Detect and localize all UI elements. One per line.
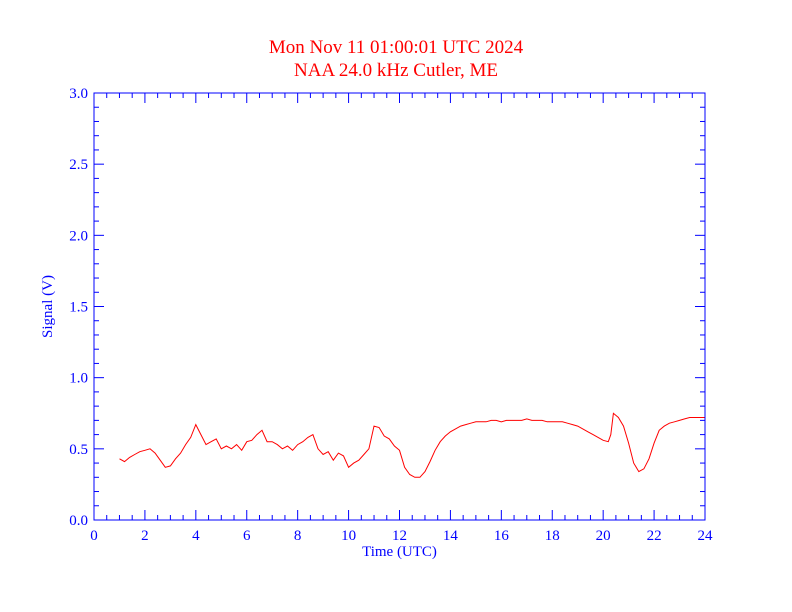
x-tick-label: 0 [90, 528, 98, 544]
y-tick-label: 1.5 [69, 300, 88, 316]
axis-ticks [93, 92, 706, 521]
x-tick-label: 12 [392, 528, 407, 544]
x-tick-label: 2 [141, 528, 149, 544]
x-tick-label: 4 [192, 528, 200, 544]
y-tick-label: 0.5 [69, 442, 88, 458]
x-tick-label: 20 [596, 528, 611, 544]
y-tick-label: 1.0 [69, 371, 88, 387]
chart-title: Mon Nov 11 01:00:01 UTC 2024 [268, 37, 524, 58]
x-tick-label: 16 [494, 528, 510, 544]
x-tick-label: 18 [545, 528, 560, 544]
x-tick-label: 24 [698, 528, 714, 544]
x-tick-label: 8 [294, 528, 302, 544]
signal-series-line [119, 412, 705, 478]
x-axis-label: Time (UTC) [362, 544, 437, 560]
plot-frame [93, 92, 706, 521]
y-tick-label: 2.0 [69, 228, 88, 244]
x-tick-label: 14 [443, 528, 459, 544]
x-tick-label: 6 [243, 528, 251, 544]
axis-tick-labels: 0 2 4 6 8 10 12 14 16 18 20 22 240.00.51.01.52.02.53… [69, 86, 713, 544]
x-tick-label: 22 [647, 528, 662, 544]
y-tick-label: 3.0 [69, 86, 88, 102]
y-tick-label: 0.0 [69, 513, 88, 529]
chart-subtitle: NAA 24.0 kHz Cutler, ME [294, 60, 498, 81]
y-tick-label: 2.5 [69, 157, 88, 173]
y-axis-label: Signal (V) [40, 275, 56, 338]
x-tick-label: 10 [341, 528, 356, 544]
